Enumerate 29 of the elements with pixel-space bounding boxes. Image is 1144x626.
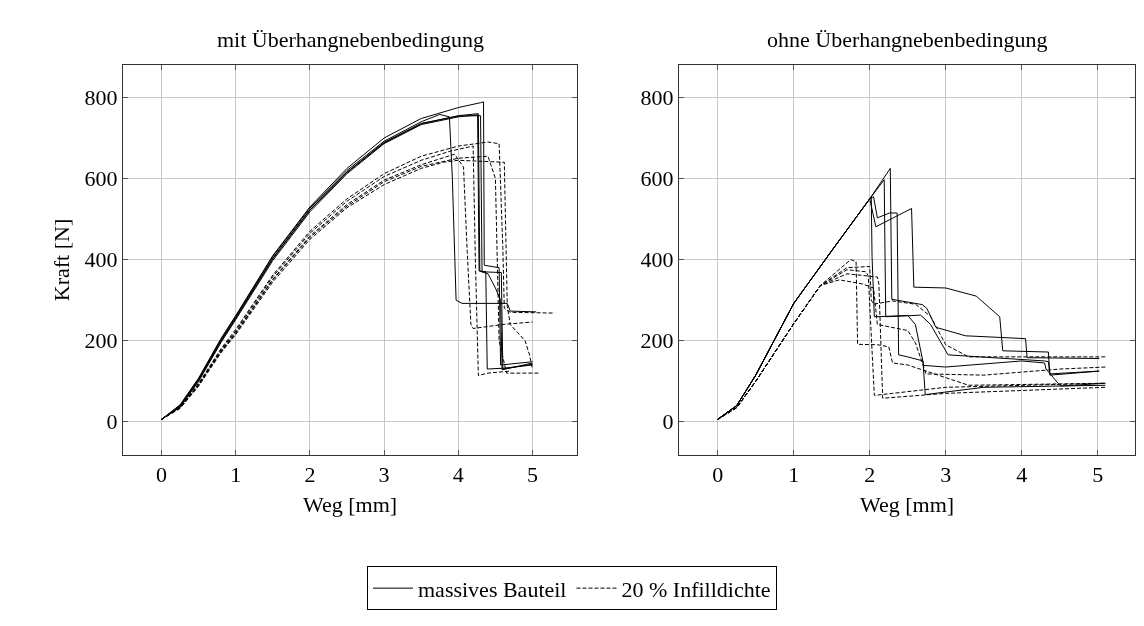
x-tick-label: 0 bbox=[712, 462, 724, 488]
chart-title: ohne Überhangnebenbedingung bbox=[767, 27, 1048, 52]
y-tick-label: 200 bbox=[640, 328, 674, 354]
x-axis-title: Weg [mm] bbox=[859, 492, 955, 518]
y-tick-label: 800 bbox=[84, 85, 118, 111]
y-tick-label: 0 bbox=[106, 409, 118, 435]
x-tick-label: 5 bbox=[1092, 462, 1104, 488]
x-tick-label: 4 bbox=[452, 462, 464, 488]
x-tick-label: 2 bbox=[304, 462, 316, 488]
x-tick-label: 2 bbox=[864, 462, 876, 488]
x-tick-label: 1 bbox=[230, 462, 242, 488]
x-tick-label: 1 bbox=[788, 462, 800, 488]
x-tick-label: 5 bbox=[526, 462, 538, 488]
x-tick-label: 3 bbox=[378, 462, 390, 488]
y-tick-label: 0 bbox=[662, 409, 674, 435]
x-axis-title: Weg [mm] bbox=[302, 492, 398, 518]
y-tick-label: 600 bbox=[640, 166, 674, 192]
y-tick-label: 400 bbox=[84, 247, 118, 273]
chart-title: mit Überhangnebenbedingung bbox=[217, 27, 484, 52]
y-tick-label: 800 bbox=[640, 85, 674, 111]
y-tick-label: 600 bbox=[84, 166, 118, 192]
y-tick-label: 200 bbox=[84, 328, 118, 354]
legend-label: 20 % Infilldichte bbox=[621, 576, 771, 602]
x-tick-label: 0 bbox=[156, 462, 168, 488]
x-tick-label: 4 bbox=[1016, 462, 1028, 488]
y-axis-title: Kraft [N] bbox=[49, 218, 75, 302]
x-tick-label: 3 bbox=[940, 462, 952, 488]
legend-label: massives Bauteil bbox=[418, 576, 567, 602]
y-tick-label: 400 bbox=[640, 247, 674, 273]
